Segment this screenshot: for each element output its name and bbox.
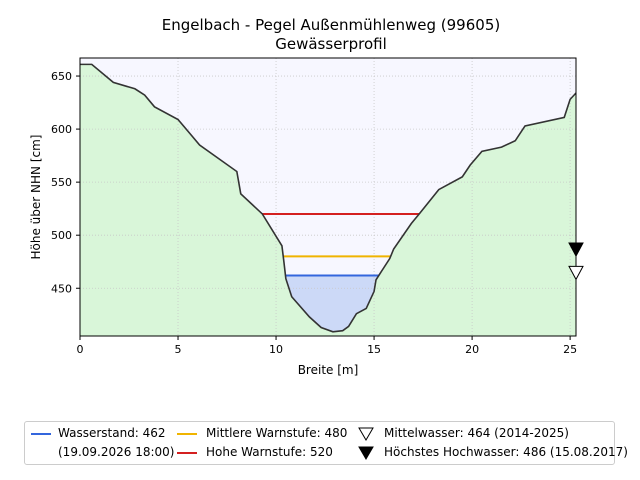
legend-max-marker xyxy=(358,446,374,460)
legend: Wasserstand: 462 (19.09.2026 18:00) Mitt… xyxy=(24,421,628,465)
legend-mean-label: Mittelwasser: 464 (2014-2025) xyxy=(384,426,569,440)
legend-mid-label: Mittlere Warnstufe: 480 xyxy=(206,426,348,440)
water-area xyxy=(285,275,379,332)
ground-area xyxy=(80,64,576,337)
max-flood-marker xyxy=(568,242,584,258)
y-tick-label: 450 xyxy=(51,282,72,295)
plot-area: 0 5 10 15 20 25 450 500 550 600 650 xyxy=(51,57,584,356)
legend-mid-line xyxy=(177,433,197,435)
y-axis-label: Höhe über NHN [cm] xyxy=(29,135,43,260)
y-tick-label: 600 xyxy=(51,123,72,136)
legend-high-label: Hohe Warnstufe: 520 xyxy=(206,445,333,459)
y-tick-label: 550 xyxy=(51,176,72,189)
legend-water-line xyxy=(31,433,51,435)
profile-line xyxy=(80,63,577,333)
x-tick-label: 0 xyxy=(77,343,84,356)
y-tick-label: 500 xyxy=(51,229,72,242)
x-tick-label: 25 xyxy=(563,343,577,356)
x-tick-label: 10 xyxy=(269,343,283,356)
legend-water-date: (19.09.2026 18:00) xyxy=(58,445,175,459)
x-tick-label: 20 xyxy=(465,343,479,356)
chart-subtitle: Gewässerprofil xyxy=(275,35,387,53)
legend-high-line xyxy=(177,452,197,454)
legend-water-label: Wasserstand: 462 xyxy=(58,426,166,440)
chart-title: Engelbach - Pegel Außenmühlenweg (99605) xyxy=(162,16,500,34)
x-tick-label: 15 xyxy=(367,343,381,356)
mean-water-marker xyxy=(568,265,584,281)
legend-mean-marker xyxy=(358,427,374,441)
y-tick-label: 650 xyxy=(51,70,72,83)
x-tick-label: 5 xyxy=(175,343,182,356)
legend-max-label: Höchstes Hochwasser: 486 (15.08.2017) xyxy=(384,445,628,459)
plot-frame xyxy=(79,57,577,337)
x-axis-label: Breite [m] xyxy=(298,363,359,377)
